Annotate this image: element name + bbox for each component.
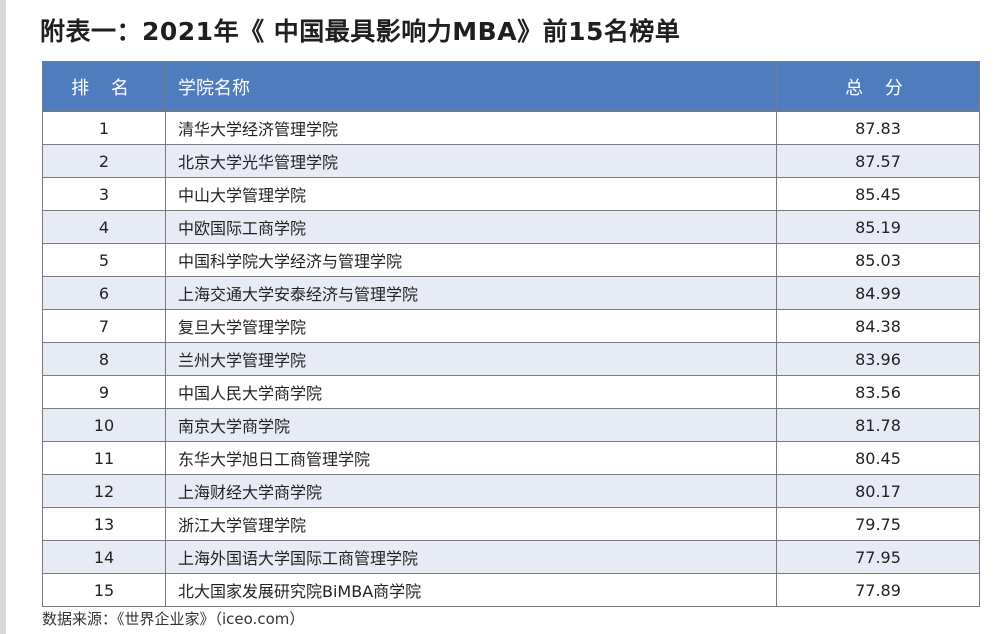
school-name-cell: 浙江大学管理学院 — [165, 507, 777, 541]
rank-cell: 3 — [42, 177, 166, 211]
school-name-cell: 中国人民大学商学院 — [165, 375, 777, 409]
score-cell: 85.45 — [776, 177, 980, 211]
ranking-table: 排 名 学院名称 总 分 1 清华大学经济管理学院 87.83 2 北京大学光华管理学院… — [42, 61, 980, 607]
table-row: 15 北大国家发展研究院BiMBA商学院 77.89 — [42, 573, 980, 607]
table-row: 7 复旦大学管理学院 84.38 — [42, 309, 980, 343]
rank-cell: 11 — [42, 441, 166, 475]
score-cell: 85.03 — [776, 243, 980, 277]
header-school-name: 学院名称 — [165, 61, 777, 112]
rank-cell: 1 — [42, 111, 166, 145]
table-row: 13 浙江大学管理学院 79.75 — [42, 507, 980, 541]
score-cell: 77.89 — [776, 573, 980, 607]
table-row: 2 北京大学光华管理学院 87.57 — [42, 144, 980, 178]
score-cell: 81.78 — [776, 408, 980, 442]
rank-cell: 5 — [42, 243, 166, 277]
score-cell: 77.95 — [776, 540, 980, 574]
school-name-cell: 上海财经大学商学院 — [165, 474, 777, 508]
school-name-cell: 中山大学管理学院 — [165, 177, 777, 211]
school-name-cell: 上海外国语大学国际工商管理学院 — [165, 540, 777, 574]
table-body: 1 清华大学经济管理学院 87.83 2 北京大学光华管理学院 87.57 3 中山大学管理学… — [42, 111, 980, 607]
score-cell: 84.38 — [776, 309, 980, 343]
table-row: 8 兰州大学管理学院 83.96 — [42, 342, 980, 376]
school-name-cell: 南京大学商学院 — [165, 408, 777, 442]
score-cell: 87.57 — [776, 144, 980, 178]
school-name-cell: 清华大学经济管理学院 — [165, 111, 777, 145]
school-name-cell: 北大国家发展研究院BiMBA商学院 — [165, 573, 777, 607]
page-edge — [0, 0, 6, 634]
score-cell: 83.56 — [776, 375, 980, 409]
rank-cell: 6 — [42, 276, 166, 310]
page-title: 附表一：2021年《 中国最具影响力MBA》前15名榜单 — [40, 17, 681, 46]
table-row: 5 中国科学院大学经济与管理学院 85.03 — [42, 243, 980, 277]
table-row: 6 上海交通大学安泰经济与管理学院 84.99 — [42, 276, 980, 310]
school-name-cell: 复旦大学管理学院 — [165, 309, 777, 343]
score-cell: 85.19 — [776, 210, 980, 244]
rank-cell: 8 — [42, 342, 166, 376]
school-name-cell: 东华大学旭日工商管理学院 — [165, 441, 777, 475]
rank-cell: 4 — [42, 210, 166, 244]
rank-cell: 12 — [42, 474, 166, 508]
rank-cell: 10 — [42, 408, 166, 442]
school-name-cell: 兰州大学管理学院 — [165, 342, 777, 376]
rank-cell: 13 — [42, 507, 166, 541]
score-cell: 87.83 — [776, 111, 980, 145]
rank-cell: 14 — [42, 540, 166, 574]
rank-cell: 15 — [42, 573, 166, 607]
rank-cell: 2 — [42, 144, 166, 178]
score-cell: 79.75 — [776, 507, 980, 541]
table-row: 12 上海财经大学商学院 80.17 — [42, 474, 980, 508]
score-cell: 80.45 — [776, 441, 980, 475]
source-note: 数据来源：《世界企业家》（iceo.com） — [42, 610, 305, 628]
table-row: 1 清华大学经济管理学院 87.83 — [42, 111, 980, 145]
table-header-row: 排 名 学院名称 总 分 — [42, 61, 980, 112]
school-name-cell: 中欧国际工商学院 — [165, 210, 777, 244]
rank-cell: 7 — [42, 309, 166, 343]
score-cell: 83.96 — [776, 342, 980, 376]
table-row: 9 中国人民大学商学院 83.56 — [42, 375, 980, 409]
rank-cell: 9 — [42, 375, 166, 409]
score-cell: 84.99 — [776, 276, 980, 310]
school-name-cell: 上海交通大学安泰经济与管理学院 — [165, 276, 777, 310]
score-cell: 80.17 — [776, 474, 980, 508]
table-row: 3 中山大学管理学院 85.45 — [42, 177, 980, 211]
table-row: 14 上海外国语大学国际工商管理学院 77.95 — [42, 540, 980, 574]
table-row: 10 南京大学商学院 81.78 — [42, 408, 980, 442]
table-row: 11 东华大学旭日工商管理学院 80.45 — [42, 441, 980, 475]
table-row: 4 中欧国际工商学院 85.19 — [42, 210, 980, 244]
school-name-cell: 中国科学院大学经济与管理学院 — [165, 243, 777, 277]
header-rank: 排 名 — [42, 61, 166, 112]
school-name-cell: 北京大学光华管理学院 — [165, 144, 777, 178]
header-score: 总 分 — [776, 61, 980, 112]
